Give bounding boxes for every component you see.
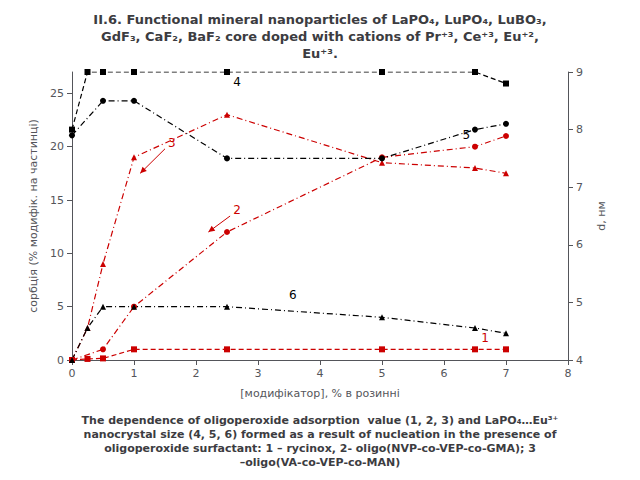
svg-text:Eu⁺³.: Eu⁺³.	[302, 46, 338, 61]
svg-text:2: 2	[233, 203, 241, 217]
svg-text:6: 6	[289, 288, 297, 302]
svg-text:5: 5	[57, 300, 64, 313]
svg-text:7: 7	[503, 367, 510, 380]
svg-text:The dependence of oligoperoxid: The dependence of oligoperoxide adsorpti…	[82, 414, 559, 427]
svg-text:7: 7	[576, 181, 583, 194]
svg-text:d, нм: d, нм	[595, 201, 608, 230]
svg-text:0: 0	[69, 367, 76, 380]
svg-text:[модифікатор], % в розинні: [модифікатор], % в розинні	[240, 387, 399, 400]
svg-text:GdF₃, CaF₂, BaF₂ core doped wi: GdF₃, CaF₂, BaF₂ core doped with cations…	[101, 29, 539, 44]
svg-text:сорбція (% модифік. на частинц: сорбція (% модифік. на частинці)	[27, 119, 40, 313]
svg-text:8: 8	[565, 367, 572, 380]
svg-text:6: 6	[576, 238, 583, 251]
svg-text:oligoperoxide surfactant: 1 –: oligoperoxide surfactant: 1 – rycinox, 2…	[104, 442, 536, 455]
svg-text:20: 20	[50, 140, 64, 153]
svg-text:25: 25	[50, 87, 64, 100]
svg-text:5: 5	[379, 367, 386, 380]
svg-text:4: 4	[317, 367, 324, 380]
svg-text:4: 4	[576, 354, 583, 367]
svg-text:1: 1	[481, 331, 489, 345]
svg-text:5: 5	[463, 128, 471, 142]
svg-text:10: 10	[50, 247, 64, 260]
svg-text:3: 3	[255, 367, 262, 380]
svg-text:–oligo(VA-co-VEP-co-MAN): –oligo(VA-co-VEP-co-MAN)	[240, 456, 401, 469]
svg-text:4: 4	[233, 75, 241, 89]
svg-text:II.6. Functional mineral nanop: II.6. Functional mineral nanoparticles o…	[93, 12, 546, 27]
svg-text:8: 8	[576, 123, 583, 136]
svg-text:3: 3	[168, 136, 176, 150]
svg-text:5: 5	[576, 296, 583, 309]
svg-text:9: 9	[576, 66, 583, 79]
svg-text:nanocrystal size (4, 5, 6) for: nanocrystal size (4, 5, 6) formed as a r…	[84, 428, 557, 441]
svg-text:15: 15	[50, 194, 64, 207]
svg-text:0: 0	[57, 354, 64, 367]
svg-text:2: 2	[193, 367, 200, 380]
svg-text:1: 1	[131, 367, 138, 380]
svg-text:6: 6	[441, 367, 448, 380]
